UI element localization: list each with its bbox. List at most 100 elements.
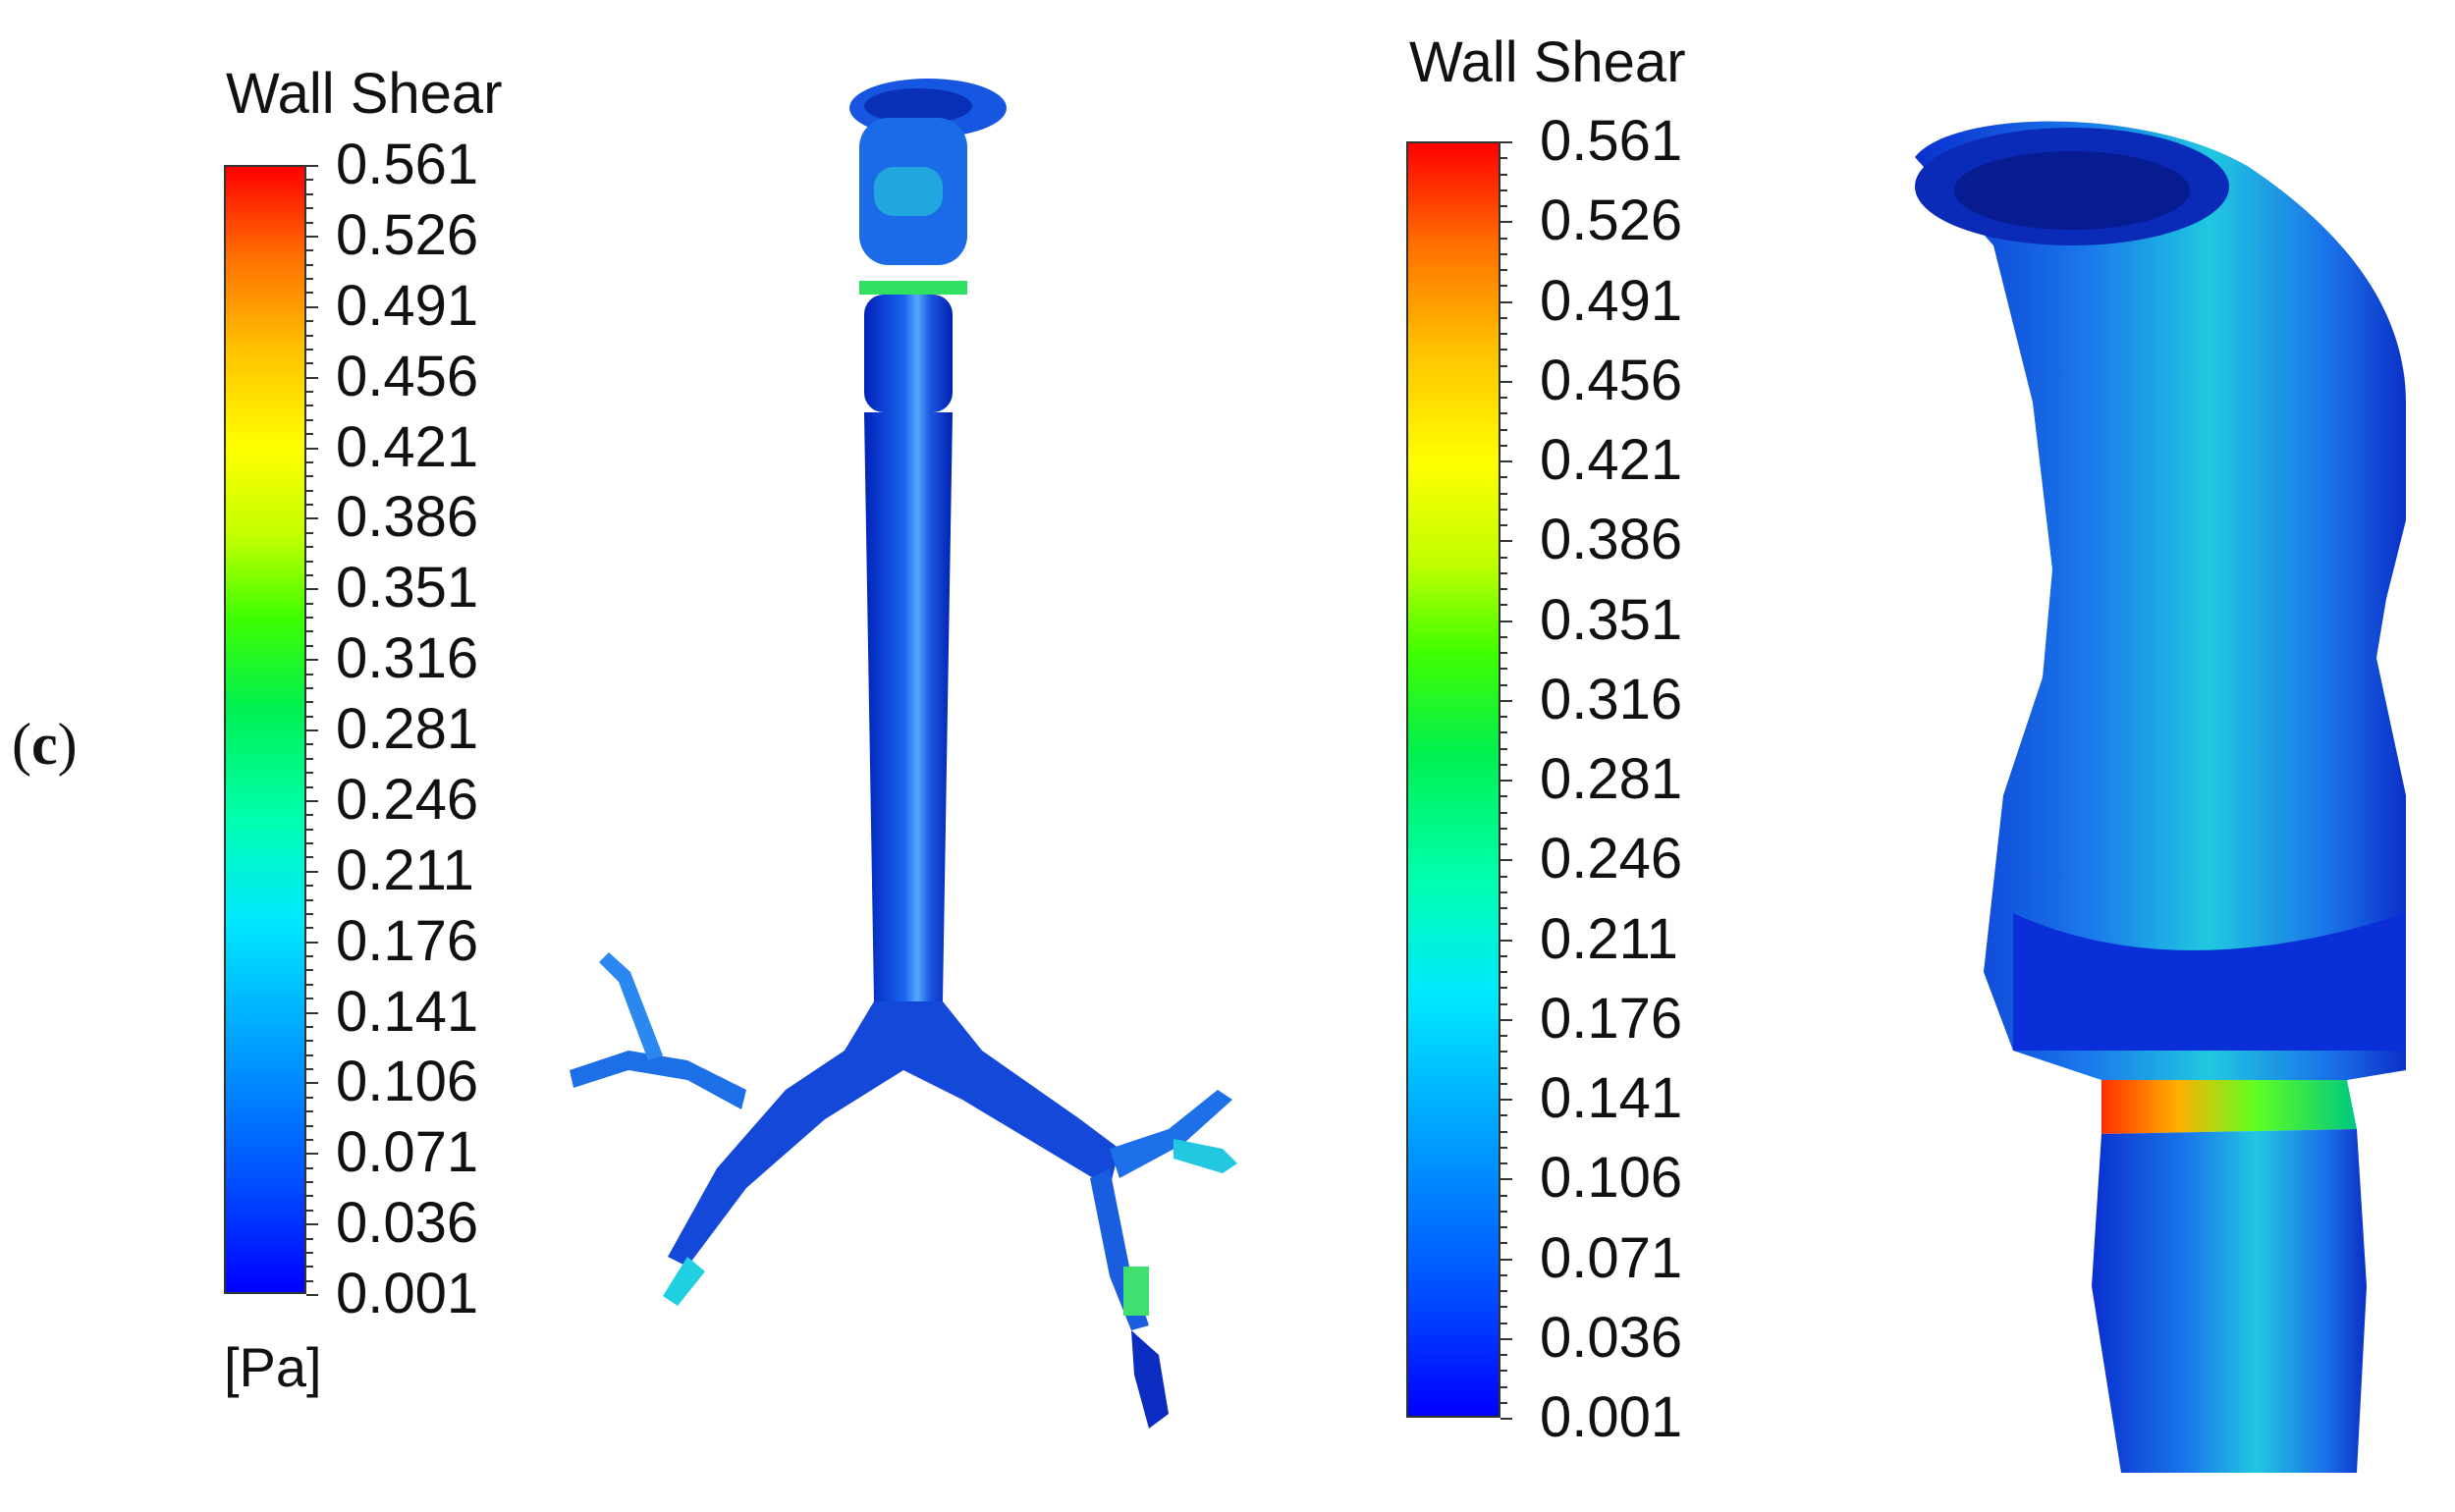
colorbar-minor-tick — [1500, 1066, 1507, 1069]
stenosis-band — [859, 281, 967, 295]
colorbar-minor-tick — [1500, 1002, 1507, 1005]
legend-right-ticks: 0.561 0.526 0.491 0.456 0.421 0.386 0.351 0.316… — [1500, 113, 1746, 1446]
colorbar-major-tick — [1500, 1018, 1512, 1021]
colorbar-minor-tick — [1500, 316, 1507, 319]
colorbar-tick-label: 0.141 — [1540, 1066, 1683, 1130]
colorbar-tick-label: 0.176 — [1540, 986, 1683, 1051]
colorbar-minor-tick — [306, 617, 313, 619]
colorbar-tick-label: 0.526 — [1540, 189, 1683, 253]
colorbar-major-tick — [1500, 620, 1512, 622]
colorbar-major-tick — [1500, 1258, 1512, 1261]
colorbar-minor-tick — [306, 531, 313, 534]
colorbar-major-tick — [306, 941, 318, 944]
left-lower-branch-tip — [663, 1257, 705, 1306]
colorbar-minor-tick — [306, 1096, 313, 1099]
colorbar-tick-label: 0.246 — [336, 767, 479, 832]
colorbar-tick-label: 0.316 — [336, 626, 479, 691]
colorbar-minor-tick — [1500, 954, 1507, 957]
right-upper-branch — [1110, 1090, 1232, 1178]
colorbar-minor-tick — [306, 418, 313, 421]
colorbar-minor-tick — [1500, 349, 1507, 351]
colorbar-minor-tick — [1500, 763, 1507, 766]
colorbar-minor-tick — [306, 715, 313, 718]
colorbar-minor-tick — [1500, 1162, 1507, 1164]
colorbar-minor-tick — [306, 1068, 313, 1070]
colorbar-tick-label: 0.141 — [336, 979, 479, 1044]
colorbar-minor-tick — [306, 221, 313, 224]
colorbar-major-tick — [306, 517, 318, 520]
left-upper-branch — [570, 1051, 746, 1109]
colorbar-minor-tick — [306, 856, 313, 859]
colorbar-tick-label: 0.351 — [336, 556, 479, 621]
colorbar-minor-tick — [306, 1209, 313, 1212]
colorbar-minor-tick — [306, 320, 313, 323]
colorbar-tick-label: 0.491 — [336, 273, 479, 338]
colorbar-minor-tick — [1500, 1210, 1507, 1213]
colorbar-major-tick — [306, 729, 318, 731]
colorbar-minor-tick — [1500, 412, 1507, 415]
colorbar-minor-tick — [1500, 635, 1507, 638]
colorbar-minor-tick — [1500, 747, 1507, 750]
colorbar-minor-tick — [306, 927, 313, 930]
carina-bronchi — [668, 1001, 1119, 1267]
colorbar-minor-tick — [306, 1251, 313, 1254]
colorbar-minor-tick — [1500, 1322, 1507, 1324]
trachea — [864, 412, 953, 1001]
colorbar-minor-tick — [306, 573, 313, 576]
colorbar-major-tick — [1500, 141, 1512, 143]
colorbar-minor-tick — [1500, 987, 1507, 990]
colorbar-minor-tick — [1500, 827, 1507, 830]
colorbar-major-tick — [1500, 1099, 1512, 1101]
colorbar-minor-tick — [1500, 476, 1507, 479]
colorbar-minor-tick — [1500, 875, 1507, 878]
colorbar-major-tick — [306, 1153, 318, 1156]
colorbar-major-tick — [306, 376, 318, 379]
colorbar-minor-tick — [1500, 604, 1507, 607]
colorbar-minor-tick — [306, 1266, 313, 1269]
colorbar-minor-tick — [1500, 252, 1507, 255]
legend-right-colorbar — [1406, 141, 1500, 1418]
colorbar-tick-label: 0.176 — [336, 908, 479, 973]
colorbar-minor-tick — [306, 192, 313, 195]
colorbar-minor-tick — [306, 263, 313, 266]
colorbar-minor-tick — [306, 1181, 313, 1183]
colorbar-minor-tick — [306, 998, 313, 1000]
colorbar-minor-tick — [306, 334, 313, 337]
colorbar-minor-tick — [306, 391, 313, 393]
colorbar-tick-label: 0.106 — [336, 1050, 479, 1114]
colorbar-minor-tick — [1500, 269, 1507, 271]
colorbar-minor-tick — [306, 1110, 313, 1113]
colorbar-major-tick — [306, 659, 318, 662]
colorbar-minor-tick — [306, 814, 313, 817]
colorbar-major-tick — [1500, 1337, 1512, 1340]
colorbar-minor-tick — [1500, 891, 1507, 893]
colorbar-tick-label: 0.386 — [336, 485, 479, 550]
colorbar-tick-label: 0.526 — [336, 202, 479, 267]
colorbar-minor-tick — [1500, 1290, 1507, 1292]
colorbar-major-tick — [1500, 380, 1512, 383]
colorbar-tick-label: 0.036 — [1540, 1305, 1683, 1370]
colorbar-minor-tick — [1500, 397, 1507, 399]
colorbar-minor-tick — [1500, 907, 1507, 909]
colorbar-minor-tick — [1500, 971, 1507, 973]
colorbar-major-tick — [306, 1223, 318, 1226]
colorbar-tick-label: 0.001 — [336, 1262, 479, 1325]
colorbar-minor-tick — [306, 673, 313, 675]
colorbar-minor-tick — [1500, 189, 1507, 191]
colorbar-minor-tick — [306, 983, 313, 986]
colorbar-minor-tick — [306, 602, 313, 605]
colorbar-tick-label: 0.386 — [1540, 508, 1683, 572]
colorbar-tick-label: 0.211 — [336, 837, 474, 902]
colorbar-major-tick — [1500, 540, 1512, 543]
colorbar-major-tick — [306, 235, 318, 238]
colorbar-minor-tick — [1500, 923, 1507, 926]
colorbar-major-tick — [306, 305, 318, 308]
colorbar-minor-tick — [306, 772, 313, 775]
colorbar-tick-label: 0.281 — [1540, 747, 1683, 811]
colorbar-minor-tick — [1500, 1242, 1507, 1245]
colorbar-tick-label: 0.036 — [336, 1191, 479, 1256]
right-branch-tip — [1173, 1139, 1237, 1173]
colorbar-tick-label: 0.071 — [1540, 1225, 1683, 1290]
colorbar-tick-label: 0.106 — [1540, 1146, 1683, 1211]
legend-left-colorbar — [224, 165, 306, 1294]
